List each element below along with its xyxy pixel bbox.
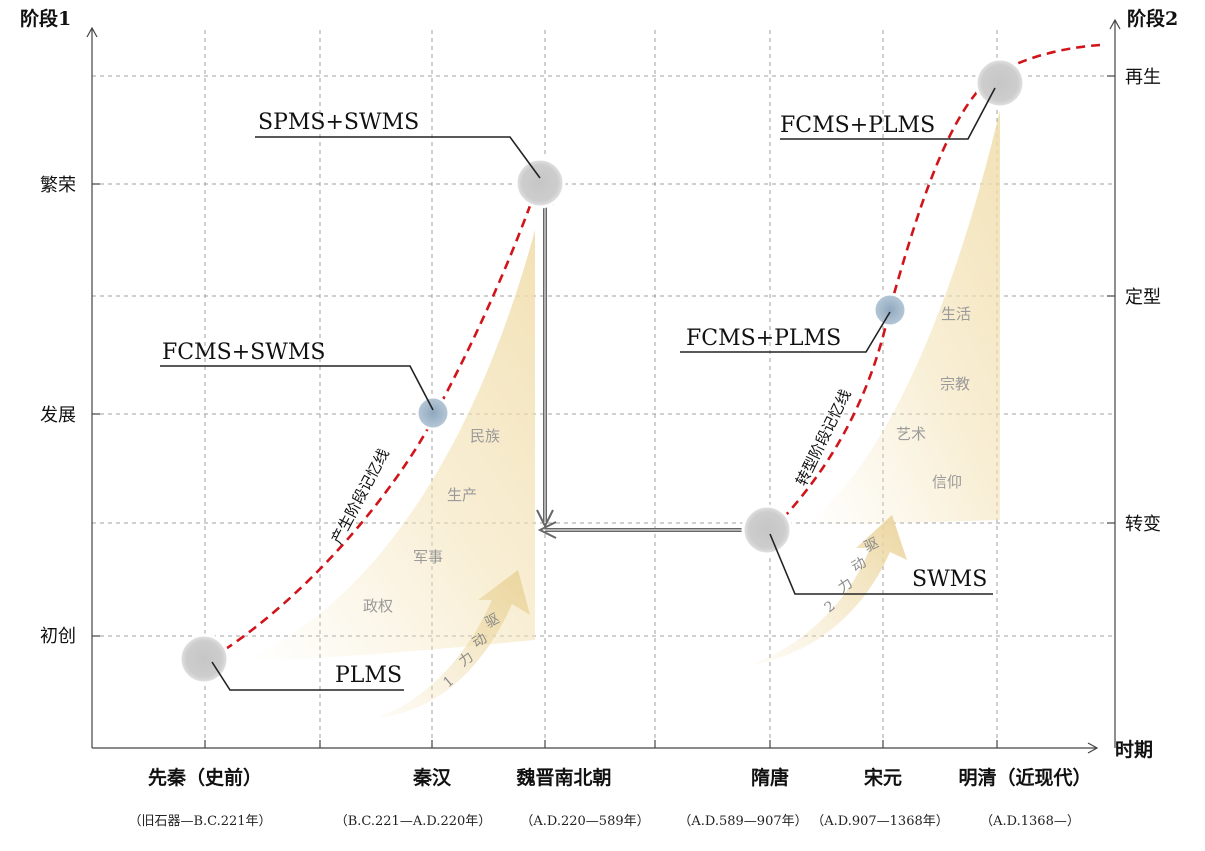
arrowhead-down	[536, 509, 554, 529]
driver-arrow-2	[750, 515, 907, 665]
driver-word: 军事	[413, 548, 443, 566]
node-5	[872, 292, 908, 328]
node-1	[178, 633, 230, 685]
node-4	[741, 504, 793, 556]
right-level: 再生	[1125, 67, 1161, 88]
driver-arrow-char: 驱	[482, 611, 502, 632]
leader-n3	[255, 136, 541, 179]
driver-word: 信仰	[932, 473, 962, 491]
x-axis-arrow	[1087, 742, 1099, 754]
leader-lines	[160, 87, 996, 691]
node-label-5: FCMS+PLMS	[686, 326, 841, 351]
period-name: 宋元	[863, 766, 902, 789]
node-label-6: FCMS+PLMS	[780, 113, 935, 138]
period-name: 魏晋南北朝	[515, 766, 611, 789]
period-range: （B.C.221—A.D.220年）	[335, 814, 492, 829]
driver-word: 生活	[941, 305, 971, 323]
left-level: 初创	[40, 626, 76, 647]
period-range: （旧石器—B.C.221年）	[128, 814, 271, 829]
node-label-3: SPMS+SWMS	[258, 110, 419, 135]
driver-word: 宗教	[940, 375, 970, 393]
node-label-2: FCMS+SWMS	[162, 340, 325, 365]
driver-word: 民族	[470, 427, 500, 445]
leader-n1	[211, 661, 404, 691]
period-range: （A.D.589—907年）	[678, 814, 807, 829]
left-level: 发展	[40, 405, 76, 426]
period-range: （A.D.1368—）	[980, 814, 1080, 829]
node-label-4: SWMS	[912, 567, 987, 592]
node-3	[514, 157, 566, 209]
leader-n2	[160, 365, 434, 411]
driver-wedge-2	[805, 110, 1000, 525]
period-range: （A.D.907—1368年）	[811, 814, 949, 829]
curve-label-1: 产生阶段记忆线	[328, 446, 393, 547]
axes	[86, 18, 1121, 754]
leader-n5	[680, 311, 891, 353]
driver-arrow-1	[375, 570, 530, 718]
right-level: 转变	[1125, 514, 1161, 535]
period-name: 秦汉	[412, 766, 452, 789]
left-axis-arrow	[86, 26, 98, 38]
node-2	[415, 395, 451, 431]
leader-n4	[769, 533, 993, 595]
driver-word: 生产	[447, 486, 477, 504]
right-level: 定型	[1125, 287, 1161, 308]
period-name: 隋唐	[751, 766, 789, 789]
period-name: 先秦（史前）	[148, 766, 262, 789]
left-level: 繁荣	[40, 175, 76, 196]
period-name: 明清（近现代）	[958, 766, 1091, 789]
node-label-1: PLMS	[335, 663, 402, 688]
period-range: （A.D.220—589年）	[520, 814, 649, 829]
arrowhead-left	[537, 521, 557, 539]
driver-wedge-1	[245, 230, 535, 660]
nodes	[178, 57, 1026, 685]
x-axis-title: 时期	[1115, 739, 1153, 761]
right-axis-arrow	[1109, 18, 1121, 30]
driver-arrow-char: 驱	[862, 535, 882, 556]
driver-arrow-char: 动	[849, 555, 869, 576]
memory-curve-2	[771, 43, 1101, 531]
curve-label-2: 转型阶段记忆线	[792, 386, 854, 488]
node-6	[974, 57, 1026, 109]
grid	[92, 30, 1115, 748]
right-axis-title: 阶段2	[1127, 7, 1178, 30]
leader-n6	[780, 87, 996, 140]
driver-word: 政权	[363, 597, 393, 615]
left-axis-title: 阶段1	[20, 7, 71, 30]
driver-word: 艺术	[896, 425, 926, 443]
